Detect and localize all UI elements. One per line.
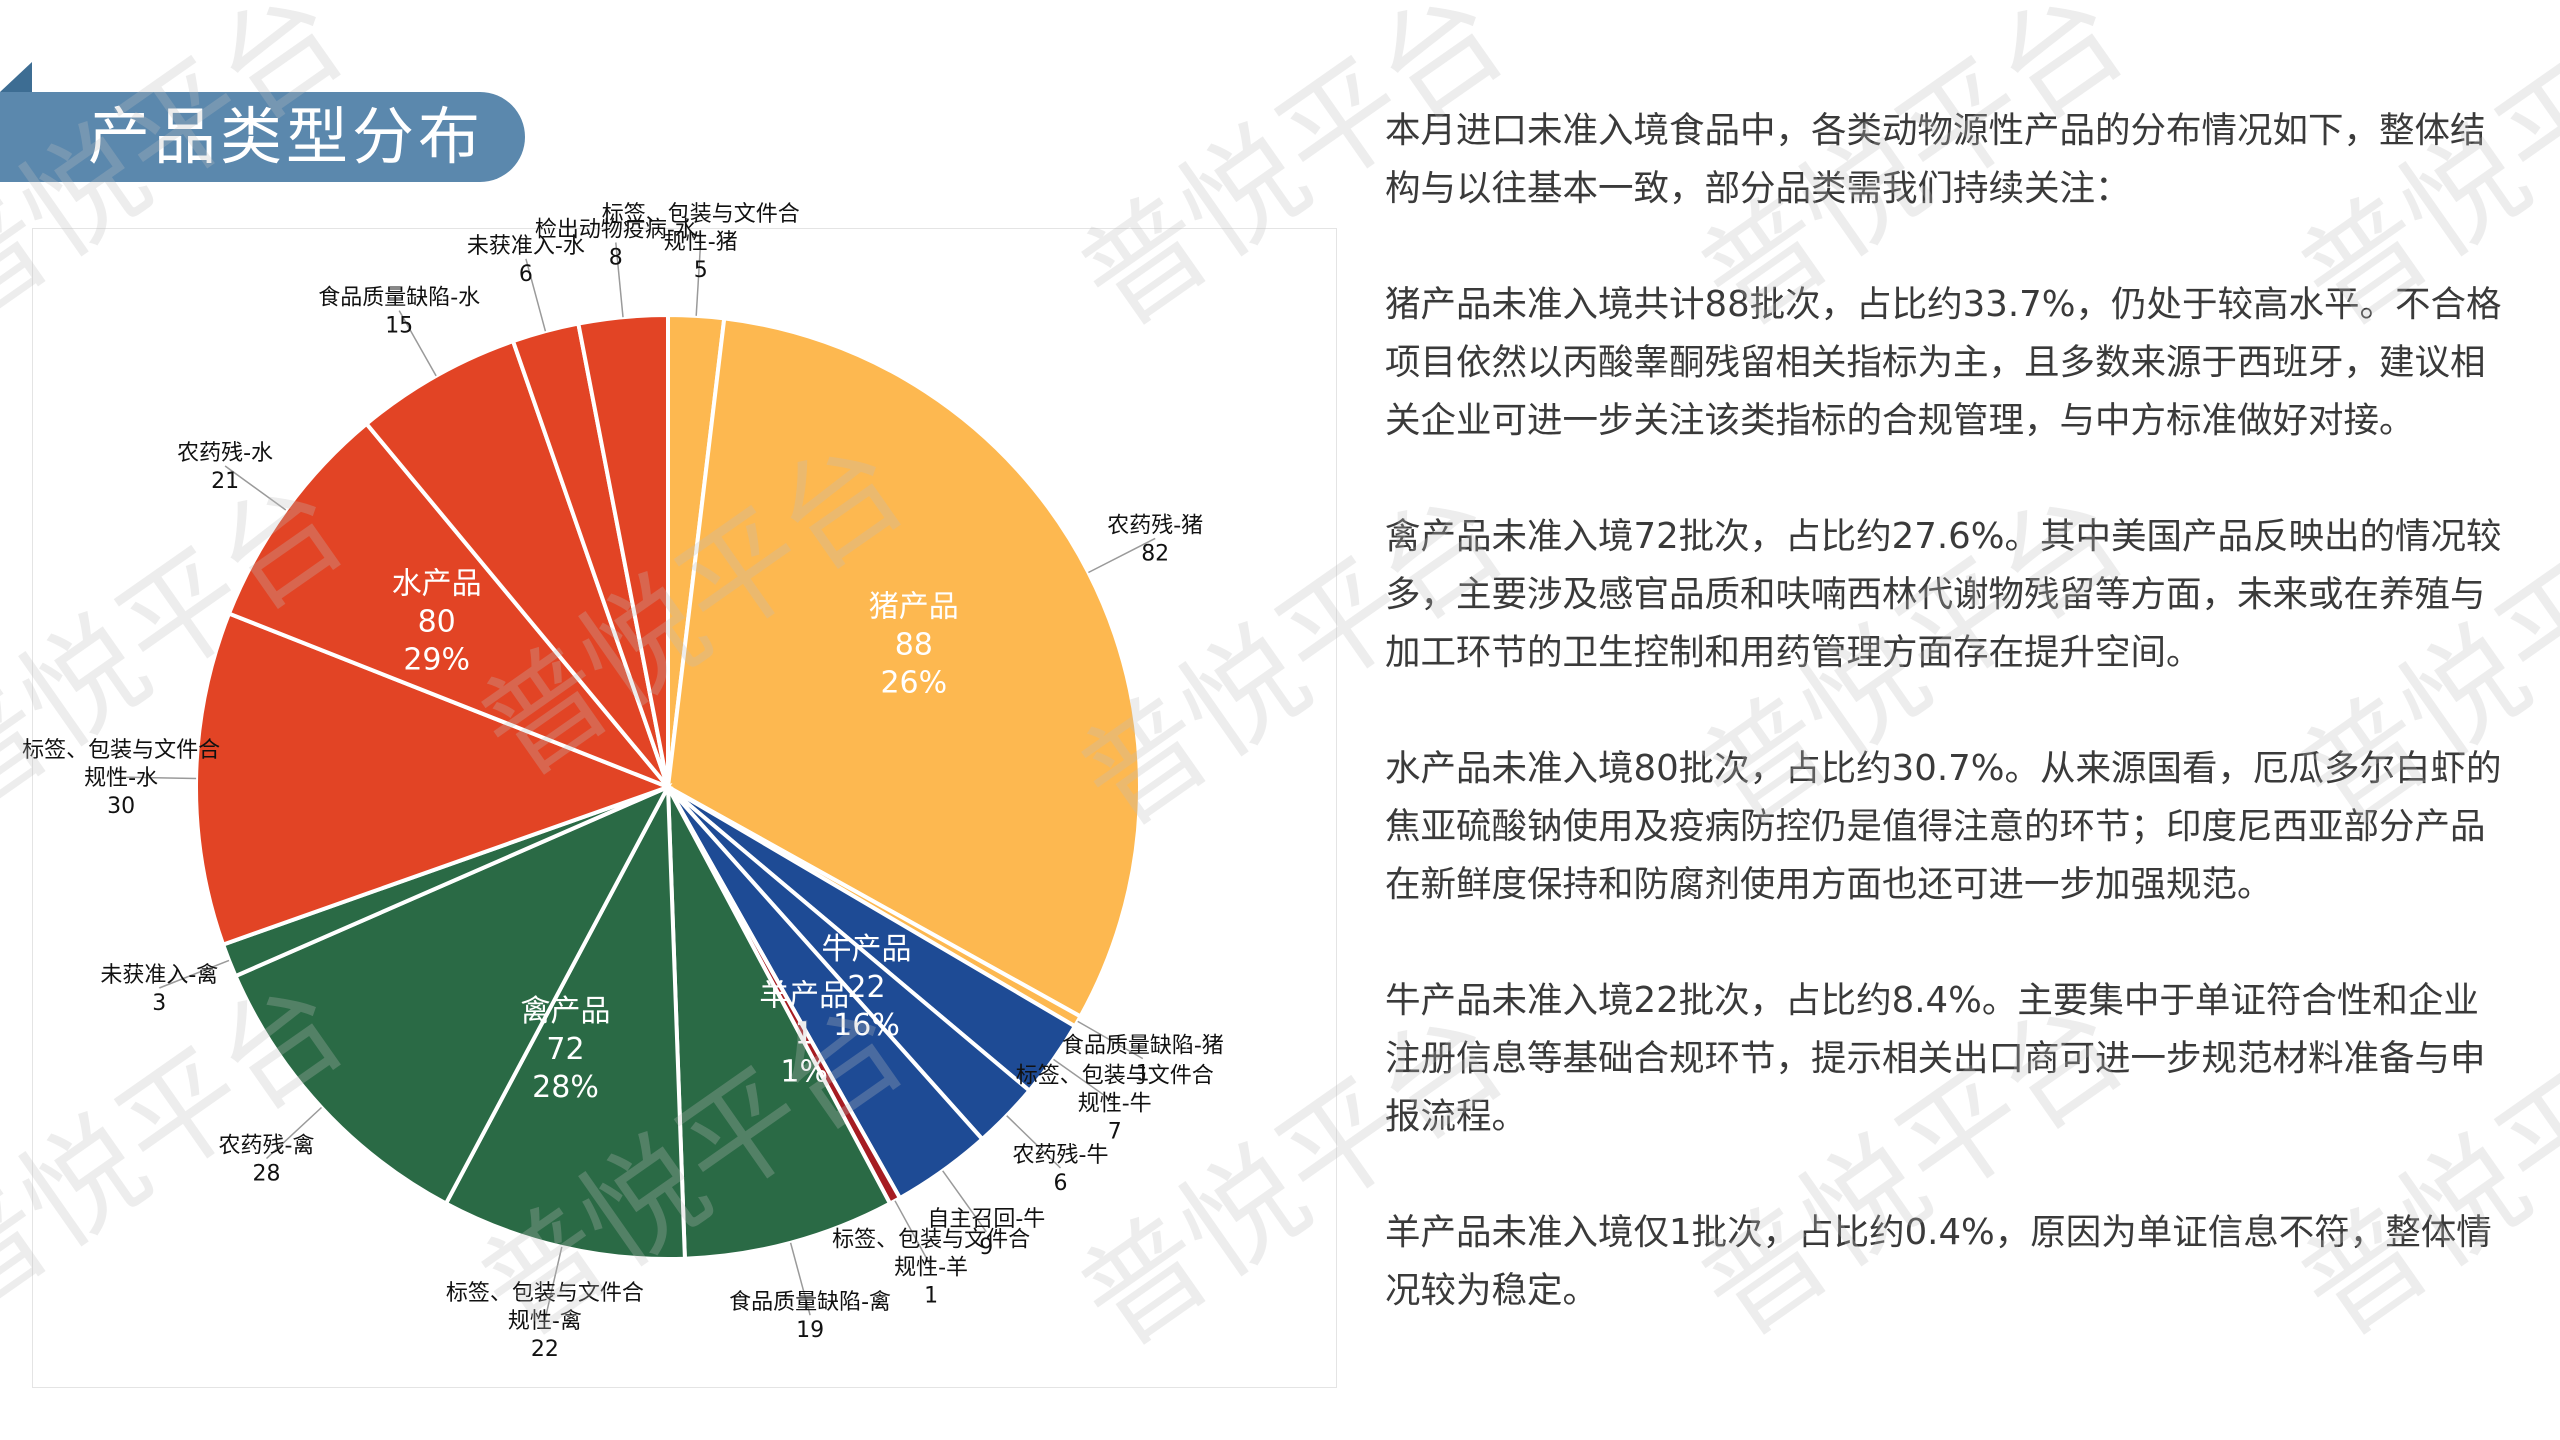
- leader-line: [525, 258, 547, 332]
- category-label: 禽产品 72 28%: [521, 994, 611, 1105]
- slice-data-label: 农药残-水 21: [177, 441, 273, 494]
- leader-line: [398, 310, 437, 377]
- slice-data-label: 标签、包装与文件合规性-禽 22: [446, 1281, 644, 1362]
- leader-line: [1077, 1020, 1144, 1060]
- leader-line: [894, 1200, 932, 1267]
- pie-slice: [575, 312, 670, 788]
- category-label: 羊产品 1 1%: [759, 978, 849, 1089]
- slice-data-label: 农药残-猪 82: [1107, 513, 1203, 566]
- slice-data-label: 标签、包装与文件合规性-牛 7: [1016, 1064, 1214, 1145]
- leader-line: [615, 242, 624, 318]
- category-label: 牛产品 22 16%: [822, 932, 912, 1043]
- slice-data-label: 检出动物疫病-水 8: [535, 218, 697, 271]
- inner-labels-layer: 猪产品 88 26% 牛产品 22 16%羊产品 1 1% 禽产品 72 28% 水产品 80 29%: [392, 567, 959, 1105]
- slices-layer: [194, 312, 1142, 1262]
- slice-data-label: 标签、包装与文件合规性-水 30: [22, 738, 220, 819]
- slice-data-label: 标签、包装与文件合规性-猪 5: [602, 202, 800, 283]
- description-poultry: 禽产品未准入境72批次，占比约27.6%。其中美国产品反映出的情况较多，主要涉及…: [1385, 516, 2502, 673]
- description-panel: 本月进口未准入境食品中，各类动物源性产品的分布情况如下，整体结构与以往基本一致，…: [1385, 102, 2510, 1378]
- description-pork: 猪产品未准入境共计88批次，占比约33.7%，仍处于较高水平。不合格项目依然以丙…: [1385, 284, 2502, 441]
- page-title: 产品类型分布: [88, 100, 485, 173]
- pie-slice: [194, 610, 674, 948]
- description-aquatic: 水产品未准入境80批次，占比约30.7%。从来源国看，厄瓜多尔白虾的焦亚硫酸钠使…: [1385, 748, 2502, 905]
- slice-data-label: 食品质量缺陷-猪 1: [1062, 1034, 1224, 1087]
- slice-data-label: 农药残-禽 28: [219, 1134, 315, 1187]
- description-beef: 牛产品未准入境22批次，占比约8.4%。主要集中于单证符合性和企业注册信息等基础…: [1385, 980, 2486, 1137]
- slice-data-label: 食品质量缺陷-水 15: [318, 286, 480, 339]
- slice-data-label: 自主召回-牛 9: [927, 1207, 1045, 1260]
- leader-line: [1006, 1115, 1062, 1169]
- slice-data-label: 食品质量缺陷-禽 19: [729, 1290, 891, 1343]
- leader-line: [1088, 537, 1156, 574]
- slice-data-label: 未获准入-水 6: [467, 234, 585, 287]
- leader-line: [265, 1106, 323, 1160]
- pie-slice: [226, 421, 670, 789]
- leader-line: [695, 240, 702, 316]
- leader-line: [224, 465, 287, 511]
- title-tab-notch: [0, 62, 32, 92]
- leader-line: [789, 1242, 811, 1316]
- description-mutton: 羊产品未准入境仅1批次，占比约0.4%，原因为单证信息不符，整体情况较为稳定。: [1385, 1212, 2492, 1311]
- category-label: 猪产品 88 26%: [869, 589, 959, 700]
- leader-line: [121, 776, 197, 780]
- leader-lines-layer: [121, 240, 1156, 1321]
- title-tab: [0, 92, 525, 182]
- slice-data-label: 标签、包装与文件合规性-羊 1: [832, 1228, 1030, 1309]
- description-intro: 本月进口未准入境食品中，各类动物源性产品的分布情况如下，整体结构与以往基本一致，…: [1385, 110, 2486, 209]
- leader-line: [1053, 1058, 1116, 1104]
- leader-line: [544, 1246, 563, 1321]
- leader-line: [942, 1170, 987, 1233]
- category-label: 水产品 80 29%: [392, 567, 482, 678]
- leader-line: [159, 959, 230, 989]
- slice-data-label: 未获准入-禽 3: [100, 963, 218, 1016]
- slice-data-label: 农药残-牛 6: [1013, 1143, 1109, 1196]
